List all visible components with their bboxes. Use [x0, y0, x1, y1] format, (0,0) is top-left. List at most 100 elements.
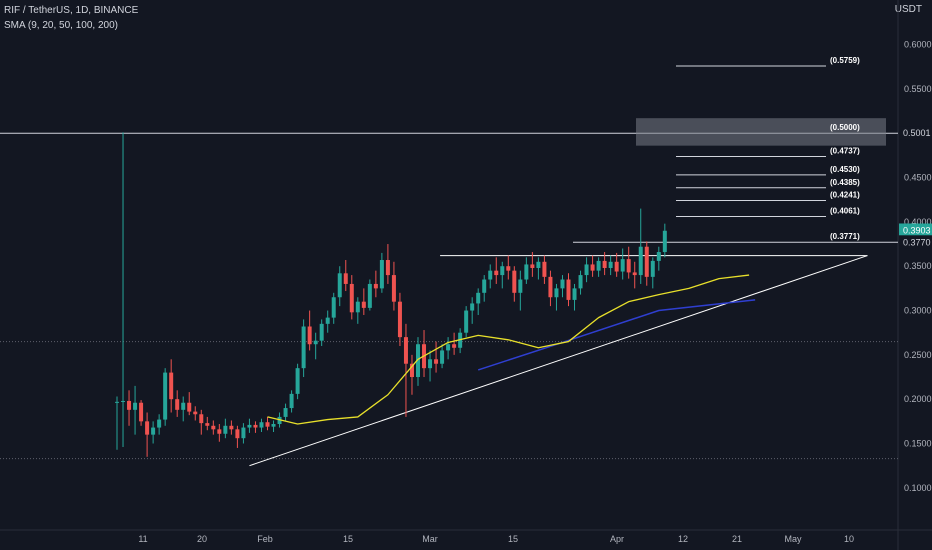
candle-body: [638, 246, 643, 276]
candle-body: [518, 279, 523, 293]
candle-body: [434, 359, 439, 364]
candle-body: [626, 259, 631, 273]
candle-body: [554, 288, 559, 298]
x-tick-label: 12: [678, 534, 688, 544]
price-label-0.3770: 0.3770: [903, 237, 931, 247]
candle-body: [530, 264, 535, 268]
candle-body: [560, 279, 565, 289]
y-tick-label: 0.6000: [904, 40, 932, 50]
currency-label[interactable]: USDT: [894, 4, 922, 15]
y-tick-label: 0.5500: [904, 84, 932, 94]
target-level-label: (0.4737): [830, 147, 860, 156]
target-zone-box: [636, 118, 886, 146]
y-tick-label: 0.3000: [904, 306, 932, 316]
candle-body: [379, 260, 384, 289]
candle-body: [416, 344, 420, 378]
candle-body: [157, 419, 162, 428]
candle-body: [211, 425, 216, 430]
candle-body: [584, 264, 589, 276]
candle-body: [295, 368, 300, 394]
candle-body: [548, 276, 553, 298]
candle-body: [512, 270, 517, 293]
candle-body: [259, 422, 264, 428]
candle-body: [229, 425, 234, 430]
candle-body: [470, 303, 475, 311]
x-tick-label: 20: [197, 534, 207, 544]
current-price-label: 0.3903: [903, 225, 931, 235]
candle-body: [391, 275, 396, 302]
candle-body: [277, 416, 282, 425]
x-tick-label: 10: [844, 534, 854, 544]
candle-body: [133, 402, 138, 410]
candle-body: [193, 411, 198, 415]
y-tick-label: 0.4000: [904, 217, 932, 227]
candle-body: [614, 261, 619, 272]
candle-body: [494, 270, 499, 276]
candle-body: [644, 246, 649, 277]
candle-body: [289, 393, 294, 409]
candle-body: [253, 424, 258, 428]
candle-body: [602, 260, 607, 268]
candle-body: [632, 272, 637, 276]
candle-body: [139, 402, 144, 422]
target-level-label: (0.4530): [830, 165, 860, 174]
candle-body: [536, 261, 541, 268]
candle-body: [361, 301, 366, 308]
current-price-label-bg: [899, 223, 932, 237]
symbol-title: RIF / TetherUS, 1D, BINANCE: [4, 5, 139, 16]
sma-line: [267, 274, 750, 425]
x-tick-label: Feb: [257, 534, 273, 544]
price-label-0.5001: 0.5001: [903, 128, 931, 138]
candle-body: [175, 399, 180, 410]
x-tick-label: 15: [508, 534, 518, 544]
candle-body: [265, 422, 270, 427]
candle-body: [145, 421, 150, 435]
candle-body: [428, 359, 433, 369]
y-tick-label: 0.1000: [904, 483, 932, 493]
target-level-label: (0.3771): [830, 232, 860, 241]
candle-body: [650, 260, 655, 277]
indicator-label: SMA (9, 20, 50, 100, 200): [4, 20, 118, 31]
target-level-label: (0.4385): [830, 178, 860, 187]
candle-body: [181, 402, 186, 410]
candle-body: [488, 270, 493, 280]
candle-body: [307, 326, 312, 345]
y-tick-label: 0.2500: [904, 350, 932, 360]
candle-body: [247, 424, 252, 428]
candle-body: [662, 230, 667, 253]
candle-body: [608, 261, 613, 268]
candle-body: [590, 264, 595, 271]
x-tick-label: May: [784, 534, 802, 544]
target-level-label: (0.5759): [830, 56, 860, 65]
candle-body: [205, 423, 210, 426]
candle-body: [656, 252, 661, 261]
candle-body: [452, 344, 457, 348]
candle-body: [115, 401, 119, 403]
price-label-0.3770-bg: [899, 235, 932, 249]
price-label-0.5001-bg: [899, 126, 932, 140]
candle-body: [476, 292, 481, 304]
candle-body: [343, 273, 348, 284]
candle-body: [482, 279, 487, 293]
candle-body: [572, 288, 577, 300]
candle-body: [301, 326, 306, 369]
candle-body: [403, 337, 408, 364]
y-tick-label: 0.4500: [904, 173, 932, 183]
candle-body: [385, 260, 390, 276]
candle-body: [506, 266, 511, 271]
x-tick-label: Apr: [610, 534, 624, 544]
candle-body: [440, 350, 445, 364]
candle-body: [187, 402, 192, 412]
candle-body: [283, 408, 288, 417]
candle-body: [446, 344, 451, 351]
candle-body: [331, 297, 336, 318]
x-tick-label: 15: [343, 534, 353, 544]
candle-body: [121, 400, 126, 402]
candle-body: [223, 425, 228, 434]
x-tick-label: 11: [138, 534, 147, 544]
candle-body: [542, 261, 547, 277]
ascending-trendline: [249, 255, 868, 467]
candle-body: [235, 429, 240, 439]
candle-body: [620, 259, 625, 272]
